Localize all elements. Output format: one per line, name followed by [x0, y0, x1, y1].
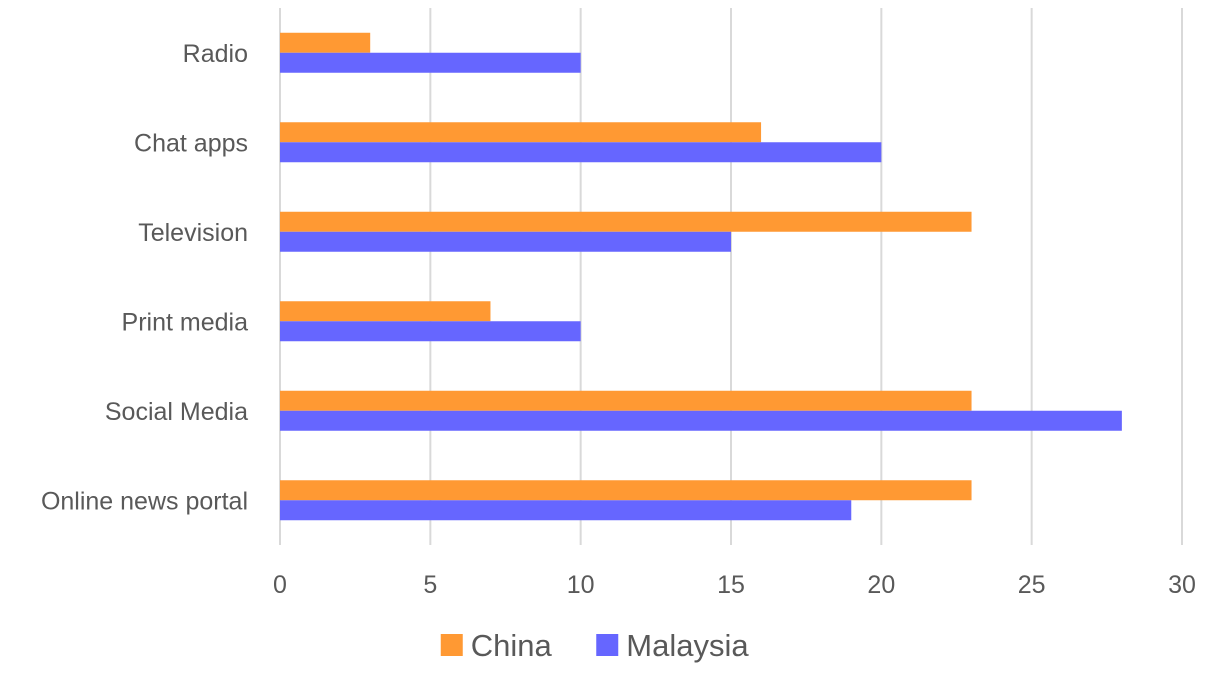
x-tick-label-15: 15 — [717, 571, 745, 599]
bar-malaysia-social-media — [280, 410, 1122, 431]
bar-malaysia-radio — [280, 52, 581, 73]
x-tick-label-20: 20 — [867, 571, 895, 599]
y-category-label-social-media: Social Media — [105, 398, 248, 426]
y-category-label-television: Television — [138, 219, 248, 247]
x-tick-label-5: 5 — [423, 571, 437, 599]
legend-swatch-china — [440, 634, 463, 656]
bar-china-social-media — [280, 390, 972, 411]
legend: China Malaysia — [440, 628, 749, 663]
gridlines — [279, 8, 1183, 545]
x-tick-label-0: 0 — [273, 571, 287, 599]
bars — [280, 32, 1122, 521]
bar-china-online-news-portal — [280, 480, 972, 501]
x-tick-label-25: 25 — [1018, 571, 1046, 599]
legend-swatch-malaysia — [596, 634, 619, 656]
bar-malaysia-online-news-portal — [280, 500, 852, 521]
y-category-label-chat-apps: Chat apps — [134, 129, 248, 157]
y-axis-categories: Online news portal Social Media Print medi… — [41, 40, 248, 516]
bar-china-chat-apps — [280, 122, 762, 143]
bar-china-television — [280, 211, 972, 232]
bar-china-radio — [280, 32, 371, 53]
x-tick-label-10: 10 — [567, 571, 595, 599]
bar-malaysia-chat-apps — [280, 142, 882, 163]
legend-label-china: China — [471, 628, 553, 663]
x-axis-ticks: 0 5 10 15 20 25 30 — [273, 571, 1196, 599]
bar-malaysia-print-media — [280, 321, 581, 342]
y-category-label-online-news-portal: Online news portal — [41, 487, 248, 515]
y-category-label-radio: Radio — [183, 40, 248, 68]
y-category-label-print-media: Print media — [122, 308, 249, 336]
legend-label-malaysia: Malaysia — [626, 628, 749, 663]
bar-china-print-media — [280, 301, 491, 322]
x-tick-label-30: 30 — [1168, 571, 1196, 599]
bar-malaysia-television — [280, 231, 731, 252]
